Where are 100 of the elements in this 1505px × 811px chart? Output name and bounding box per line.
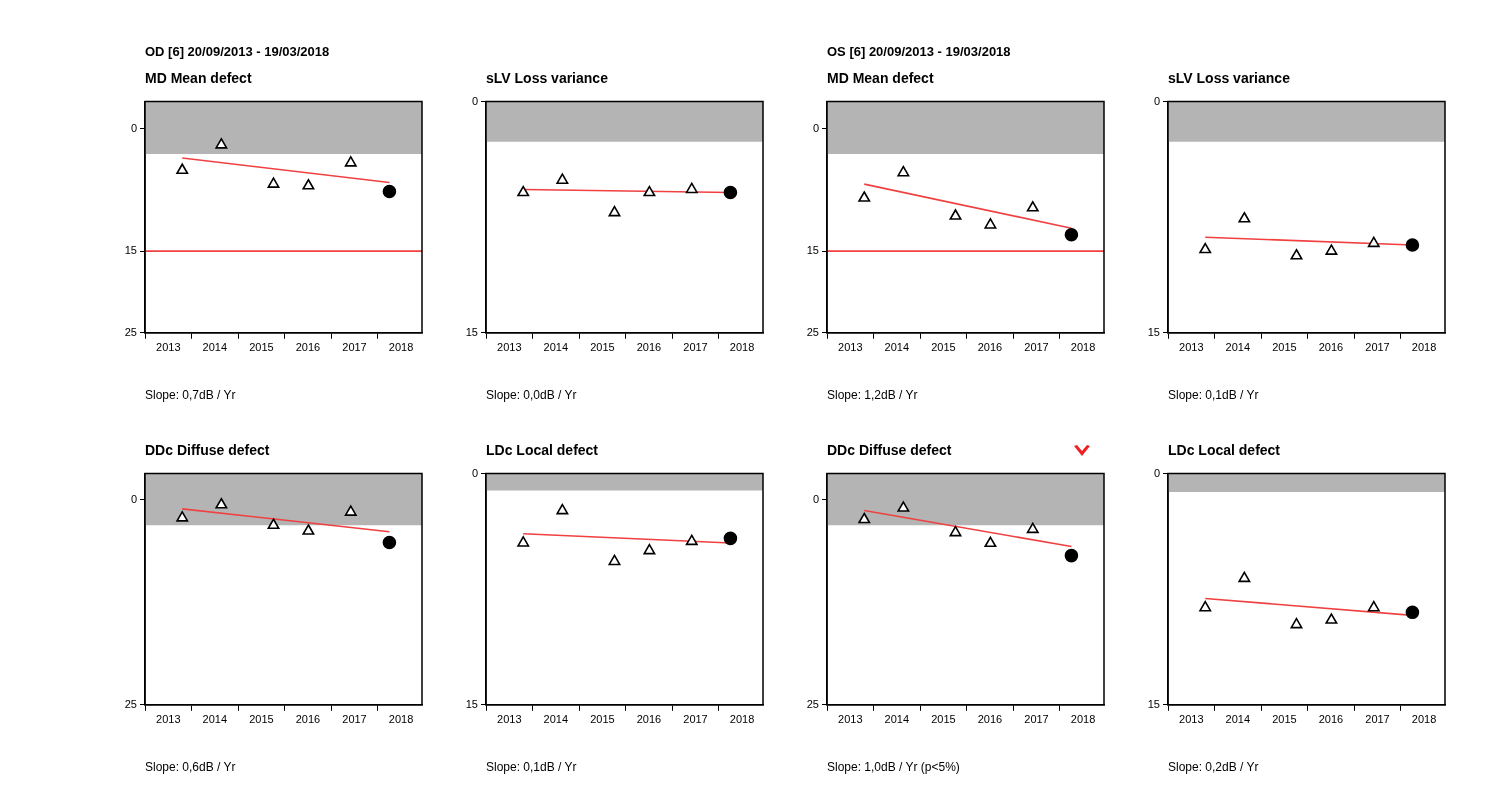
x-tick-label: 2015	[249, 713, 274, 726]
point	[344, 156, 357, 167]
point	[1199, 600, 1212, 612]
y-tick-label: 25	[124, 325, 137, 338]
y-tick-label: 0	[1153, 466, 1160, 479]
x-tick-label: 2016	[977, 341, 1003, 354]
x-tick-label: 2014	[884, 341, 910, 354]
chart-title: DDc Diffuse defect	[826, 441, 953, 460]
point	[1367, 236, 1380, 248]
point	[1405, 238, 1420, 252]
point	[556, 503, 569, 515]
y-tick-label: 0	[812, 121, 819, 134]
x-tick-label: 2015	[1272, 341, 1297, 354]
y-tick-label: 15	[465, 325, 478, 338]
point	[685, 182, 698, 194]
y-tick-label: 25	[806, 325, 819, 338]
x-tick-label: 2017	[342, 713, 367, 726]
x-tick-label: 2013	[838, 341, 863, 354]
y-tick-label: 0	[130, 121, 137, 134]
x-tick-label: 2018	[388, 713, 414, 726]
x-tick-label: 2018	[1070, 713, 1096, 726]
x-tick-label: 2015	[1272, 713, 1297, 726]
chart-title: MD Mean defect	[144, 69, 253, 88]
y-tick-label: 25	[124, 697, 137, 710]
x-tick-label: 2013	[838, 713, 863, 726]
x-tick-label: 2018	[729, 713, 755, 726]
chart-subtitle: OS [6] 20/09/2013 - 19/03/2018	[826, 44, 1012, 61]
point	[858, 191, 871, 202]
x-tick-label: 2013	[1179, 341, 1204, 354]
x-tick-label: 2015	[590, 713, 615, 726]
x-tick-label: 2015	[249, 341, 274, 354]
text: Slope: 1,2dB / Yr	[826, 388, 919, 402]
x-tick-label: 2014	[543, 713, 569, 726]
x-tick-label: 2013	[1179, 713, 1204, 726]
y-tick-label: 0	[130, 492, 137, 505]
point	[643, 543, 656, 555]
x-tick-label: 2018	[1411, 341, 1437, 354]
chart-title: LDc Local defect	[1167, 441, 1282, 460]
x-tick-label: 2013	[497, 341, 522, 354]
point	[1405, 605, 1420, 620]
point	[215, 138, 228, 149]
text: Slope: 0,2dB / Yr	[1167, 760, 1260, 774]
x-tick-label: 2015	[931, 341, 956, 354]
point	[643, 185, 656, 197]
point	[517, 185, 530, 197]
chart-title: LDc Local defect	[485, 441, 600, 460]
y-tick-label: 15	[1147, 325, 1160, 338]
x-tick-label: 2014	[543, 341, 569, 354]
point	[176, 163, 189, 175]
chart-title: DDc Diffuse defect	[144, 441, 271, 460]
point	[1325, 244, 1338, 255]
point	[1325, 613, 1338, 624]
chart-title: MD Mean defect	[826, 69, 935, 88]
x-tick-label: 2014	[884, 713, 910, 726]
y-tick-label: 0	[471, 94, 478, 107]
x-tick-label: 2017	[1365, 341, 1390, 354]
text: Slope: 1,0dB / Yr (p<5%)	[826, 760, 961, 774]
x-tick-label: 2015	[931, 713, 956, 726]
point	[1064, 227, 1079, 242]
text: Slope: 0,0dB / Yr	[485, 388, 578, 402]
x-tick-label: 2014	[202, 341, 228, 354]
point	[984, 218, 997, 229]
chart-subtitle: OD [6] 20/09/2013 - 19/03/2018	[144, 44, 331, 61]
point	[1199, 242, 1212, 254]
y-tick-label: 0	[1153, 94, 1160, 107]
x-tick-label: 2016	[295, 341, 321, 354]
point	[1238, 211, 1251, 223]
point	[267, 177, 280, 188]
x-tick-label: 2017	[1024, 341, 1049, 354]
point	[608, 205, 621, 217]
text: Slope: 0,6dB / Yr	[144, 760, 237, 774]
x-tick-label: 2018	[388, 341, 414, 354]
x-tick-label: 2018	[1411, 713, 1437, 726]
chart-title: sLV Loss variance	[485, 69, 609, 88]
y-tick-label: 15	[465, 697, 478, 710]
y-tick-label: 0	[471, 466, 478, 479]
x-tick-label: 2016	[636, 341, 662, 354]
x-tick-label: 2017	[342, 341, 367, 354]
point	[556, 173, 569, 185]
x-tick-label: 2018	[729, 341, 755, 354]
y-tick-label: 25	[806, 697, 819, 710]
x-tick-label: 2013	[156, 713, 181, 726]
x-tick-label: 2016	[636, 713, 662, 726]
x-tick-label: 2013	[497, 713, 522, 726]
y-tick-label: 15	[1147, 697, 1160, 710]
point	[517, 536, 530, 547]
point	[1367, 600, 1380, 612]
point	[723, 531, 738, 546]
x-tick-label: 2014	[1225, 341, 1251, 354]
point	[1026, 201, 1039, 212]
x-tick-label: 2018	[1070, 341, 1096, 354]
x-tick-label: 2016	[295, 713, 321, 726]
point	[897, 165, 910, 177]
x-tick-label: 2016	[1318, 713, 1344, 726]
x-tick-label: 2017	[683, 341, 708, 354]
x-tick-label: 2017	[1365, 713, 1390, 726]
point	[685, 534, 698, 546]
chart-title: sLV Loss variance	[1167, 69, 1291, 88]
y-tick-label: 15	[806, 244, 819, 257]
text: Slope: 0,1dB / Yr	[1167, 388, 1260, 402]
